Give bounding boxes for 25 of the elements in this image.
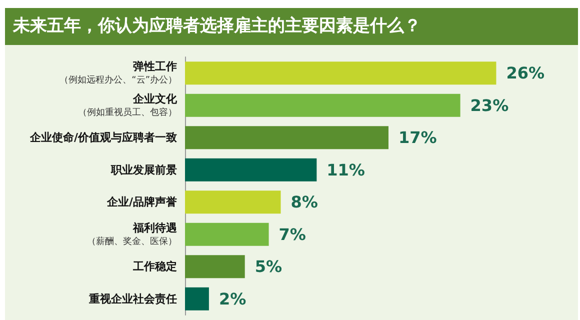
- bar: [185, 62, 496, 85]
- y-tick-label: 企业文化（例如重视员工、包容）: [78, 92, 178, 118]
- bar: [185, 94, 460, 117]
- y-tick-label: 福利待遇（薪酬、奖金、医保）: [87, 221, 177, 247]
- bar: [185, 222, 269, 246]
- data-label: 7%: [278, 224, 306, 244]
- bar: [185, 126, 388, 150]
- data-label: 5%: [254, 257, 282, 276]
- chart-title: 未来五年，你认为应聘者选择雇主的主要因素是什么？: [5, 8, 578, 45]
- data-label: 17%: [398, 128, 437, 148]
- data-label: 11%: [326, 160, 365, 180]
- bar: [185, 158, 317, 182]
- y-tick-label: 企业使命/价值观与应聘者一致: [28, 131, 177, 144]
- bar: [185, 190, 281, 214]
- y-tick-label: 工作稳定: [132, 260, 177, 274]
- y-tick-label: 弹性工作（例如远程办公、“云”办公）: [60, 60, 177, 86]
- y-tick-label: 重视企业社会责任: [88, 292, 177, 306]
- data-label: 23%: [470, 96, 509, 115]
- bar: [185, 287, 209, 310]
- data-label: 2%: [218, 289, 246, 308]
- bar: [185, 255, 245, 278]
- data-label: 8%: [290, 192, 318, 212]
- data-label: 26%: [506, 64, 545, 83]
- y-tick-label: 职业发展前景: [110, 163, 177, 176]
- y-tick-label: 企业/品牌声誉: [106, 196, 177, 209]
